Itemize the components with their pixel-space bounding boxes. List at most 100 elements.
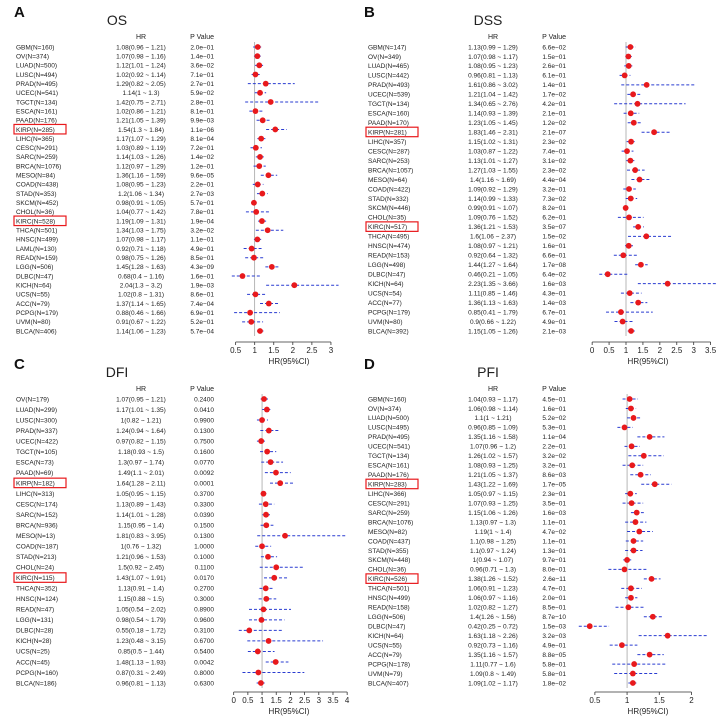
hr-ci-value: 1.05(0.95 ~ 1.15) <box>116 491 166 498</box>
hr-point <box>254 648 261 655</box>
hr-point <box>251 199 257 206</box>
cohort-label: UVM(N=80) <box>368 319 403 326</box>
table-row: PRAD(N=493) 1.61(0.86 ~ 3.02) 1.4e−01 <box>368 81 695 89</box>
p-value: 1.7e−08 <box>542 262 566 269</box>
table-row: BLCA(N=406) 1.14(1.06 ~ 1.23) 5.7e−04 <box>16 328 264 335</box>
table-row: MESO(N=13) 1.81(0.83 ~ 3.95) 0.1300 <box>16 532 346 540</box>
hr-ci-value: 0.9(0.66 ~ 1.22) <box>470 319 516 326</box>
hr-ci-value: 0.46(0.21 ~ 1.05) <box>468 272 518 279</box>
hr-ci-value: 0.92(0.71 ~ 1.18) <box>116 246 166 253</box>
table-row: DLBC(N=47) 0.46(0.21 ~ 1.05) 6.4e−02 <box>368 271 628 279</box>
hr-ci-value: 1.42(0.75 ~ 2.71) <box>116 99 166 106</box>
table-row: UCS(N=55) 0.92(0.73 ~ 1.16) 4.9e−01 <box>368 642 638 649</box>
x-axis-label: HR(95%CI) <box>269 357 310 366</box>
hr-ci-value: 1.64(1.28 ~ 2.11) <box>116 480 165 487</box>
p-value: 1.5e−01 <box>542 54 566 61</box>
p-value-column-header: P Value <box>542 34 566 41</box>
table-row: LGG(N=506) 1.45(1.28 ~ 1.63) 4.3e−09 <box>16 263 279 271</box>
p-value: 7.3e−02 <box>542 196 566 203</box>
p-value-column-header: P Value <box>190 386 214 393</box>
table-row: MESO(N=82) 1.19(1 ~ 1.4) 4.7e−02 <box>368 528 653 536</box>
p-value: 8.1e−01 <box>190 108 214 115</box>
cohort-label: KIRC(N=526) <box>368 576 407 583</box>
table-row: BRCA(N=936) 1.15(0.95 ~ 1.4) 0.1500 <box>16 522 274 530</box>
p-value: 1.8e−02 <box>542 680 566 687</box>
hr-point <box>262 80 269 87</box>
hr-ci-value: 1.34(1.03 ~ 1.75) <box>116 228 166 235</box>
table-row: KIRC(N=517) 1.36(1.21 ~ 1.53) 3.5e−07 <box>365 221 644 232</box>
hr-point <box>621 424 628 431</box>
p-value: 4.7e−02 <box>542 529 566 536</box>
hr-ci-value: 1.44(1.27 ~ 1.64) <box>468 262 518 269</box>
table-row: BLCA(N=392) 1.15(1.05 ~ 1.26) 2.1e−03 <box>368 328 635 335</box>
p-value: 0.3000 <box>194 596 214 603</box>
x-axis: 0.5 1 1.5 2 HR(95%CI) <box>589 691 694 716</box>
cohort-label: HNSC(N=499) <box>368 595 410 602</box>
table-row: ESCA(N=73) 1.3(0.97 ~ 1.74) 0.0770 <box>16 459 284 466</box>
panel-letter: B <box>364 4 375 21</box>
p-value: 1.1e−01 <box>542 538 566 545</box>
hr-ci-value: 1.36(1.16 ~ 1.59) <box>116 173 166 180</box>
p-value: 1.2e−01 <box>190 163 214 170</box>
hr-ci-value: 1.83(1.46 ~ 2.31) <box>468 130 518 137</box>
x-tick-label: 2 <box>689 696 694 705</box>
p-value: 1.1e−01 <box>542 519 566 526</box>
hr-ci-value: 1(0.82 ~ 1.21) <box>121 417 162 424</box>
p-value: 0.1500 <box>194 523 214 530</box>
hr-ci-value: 1.23(1.05 ~ 1.45) <box>468 120 518 127</box>
p-value-column-header: P Value <box>190 34 214 41</box>
p-value: 0.2700 <box>194 586 214 593</box>
cohort-label: TGCT(N=134) <box>368 453 409 460</box>
p-value: 1.7e−05 <box>542 482 566 489</box>
cohort-label: CESC(N=291) <box>368 500 410 507</box>
cohort-label: ACC(N=79) <box>16 301 50 308</box>
hr-point <box>643 233 650 240</box>
hr-ci-value: 0.99(0.91 ~ 1.07) <box>468 205 518 212</box>
table-row: READ(N=159) 0.98(0.75 ~ 1.26) 8.5e−01 <box>16 254 265 262</box>
hr-ci-value: 1.06(0.97 ~ 1.16) <box>468 595 518 602</box>
cohort-label: BRCA(N=936) <box>16 523 58 530</box>
p-value: 6.4e−02 <box>542 272 566 279</box>
hr-ci-value: 1.43(1.07 ~ 1.91) <box>116 575 166 582</box>
hr-point <box>651 129 657 136</box>
x-tick-label: 1 <box>625 696 630 705</box>
table-row: STAD(N=213) 1.21(0.96 ~ 1.53) 0.1000 <box>16 553 278 561</box>
hr-ci-value: 1(0.94 ~ 1.07) <box>473 557 514 564</box>
cohort-label: KIRP(N=281) <box>368 130 407 137</box>
hr-ci-value: 1.13(0.97 ~ 1.3) <box>470 519 516 526</box>
hr-ci-value: 1.04(0.77 ~ 1.42) <box>116 209 166 216</box>
cohort-label: LGG(N=506) <box>368 614 405 621</box>
hr-point <box>634 100 641 107</box>
highlight-box <box>365 126 419 138</box>
hr-point <box>646 651 653 658</box>
hr-point <box>268 263 275 270</box>
cohort-label: UCEC(N=539) <box>368 92 410 99</box>
p-value: 8.6e−01 <box>190 292 214 299</box>
cohort-label: COAD(N=437) <box>368 538 410 545</box>
hr-point <box>622 205 629 211</box>
cohort-label: LUSC(N=494) <box>16 72 57 79</box>
hr-point <box>624 557 630 563</box>
hr-point <box>646 433 653 440</box>
x-axis: 0 0.5 1 1.5 2 2.5 3 3.5 HR(95%CI) <box>590 341 717 366</box>
p-value: 5.2e−01 <box>190 319 214 326</box>
cohort-label: UCEC(N=541) <box>16 90 58 97</box>
p-value: 0.7500 <box>194 438 214 445</box>
table-row: KIRP(N=281) 1.83(1.46 ~ 2.31) 2.1e−07 <box>365 126 671 138</box>
p-value: 1.6e−03 <box>542 510 566 517</box>
cohort-label: BLCA(N=392) <box>368 328 409 335</box>
hr-point <box>259 117 266 124</box>
table-row: GBM(N=160) 1.08(0.96 ~ 1.21) 2.0e−01 <box>16 44 263 51</box>
hr-ci-value: 1.35(1.16 ~ 1.58) <box>468 434 518 441</box>
hr-point <box>630 91 637 98</box>
cohort-label: COAD(N=187) <box>16 544 58 551</box>
table-row: ACC(N=79) 1.35(1.16 ~ 1.57) 8.8e−05 <box>368 651 664 659</box>
hr-ci-value: 1.63(1.18 ~ 2.26) <box>468 633 518 640</box>
p-value: 8.2e−01 <box>542 205 566 212</box>
table-row: UVM(N=79) 1.09(0.8 ~ 1.49) 5.8e−01 <box>368 670 659 678</box>
table-row: ESCA(N=160) 1.14(0.93 ~ 1.39) 2.1e−01 <box>368 110 640 118</box>
table-row: UCEC(N=541) 1.14(1 ~ 1.3) 5.9e−02 <box>16 89 267 97</box>
highlight-box <box>365 478 419 490</box>
x-tick-label: 1 <box>624 346 629 355</box>
highlight-box <box>13 572 67 583</box>
